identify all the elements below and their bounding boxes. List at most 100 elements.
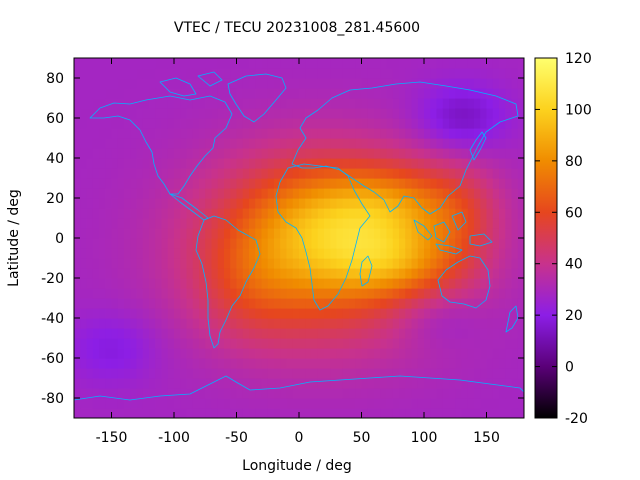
heatmap-cell	[417, 278, 425, 289]
heatmap-cell	[136, 308, 144, 319]
heatmap-cell	[186, 168, 194, 179]
heatmap-cell	[374, 58, 381, 69]
heatmap-cell	[355, 378, 363, 389]
heatmap-cell	[367, 338, 375, 349]
heatmap-cell	[405, 388, 413, 399]
heatmap-cell	[486, 238, 494, 249]
heatmap-cell	[486, 88, 494, 99]
heatmap-cell	[161, 168, 169, 179]
heatmap-cell	[161, 308, 169, 319]
y-tick-label: 60	[46, 111, 64, 127]
heatmap-cell	[436, 248, 444, 259]
heatmap-cell	[349, 298, 356, 309]
heatmap-cell	[99, 238, 106, 249]
heatmap-cell	[105, 198, 113, 209]
heatmap-cell	[186, 238, 194, 249]
heatmap-cell	[367, 328, 375, 339]
heatmap-cell	[74, 88, 81, 99]
heatmap-cell	[236, 218, 244, 229]
heatmap-cell	[386, 198, 394, 209]
heatmap-cell	[92, 308, 100, 319]
heatmap-cell	[324, 308, 331, 319]
heatmap-cell	[455, 88, 463, 99]
heatmap-cell	[86, 68, 94, 79]
heatmap-cell	[505, 68, 513, 79]
heatmap-cell	[417, 98, 425, 109]
heatmap-cell	[80, 108, 88, 119]
heatmap-cell	[449, 278, 456, 289]
heatmap-cell	[217, 68, 225, 79]
heatmap-cell	[105, 88, 113, 99]
heatmap-cell	[255, 288, 263, 299]
heatmap-cell	[117, 128, 125, 139]
heatmap-cell	[267, 268, 275, 279]
heatmap-cell	[430, 318, 438, 329]
heatmap-cell	[486, 318, 494, 329]
heatmap-cell	[242, 348, 250, 359]
heatmap-cell	[511, 168, 519, 179]
heatmap-cell	[217, 168, 225, 179]
heatmap-cell	[430, 378, 438, 389]
heatmap-cell	[149, 258, 156, 269]
heatmap-cell	[386, 238, 394, 249]
heatmap-cell	[255, 88, 263, 99]
heatmap-cell	[324, 198, 331, 209]
heatmap-cell	[336, 298, 344, 309]
heatmap-cell	[386, 278, 394, 289]
heatmap-cell	[274, 118, 281, 129]
heatmap-cell	[192, 168, 200, 179]
heatmap-cell	[392, 108, 400, 119]
heatmap-cell	[111, 248, 119, 259]
heatmap-cell	[92, 208, 100, 219]
heatmap-cell	[149, 308, 156, 319]
heatmap-cell	[74, 328, 81, 339]
heatmap-cell	[261, 218, 269, 229]
heatmap-cell	[149, 408, 156, 418]
heatmap-cell	[205, 298, 213, 309]
heatmap-cell	[392, 288, 400, 299]
heatmap-cell	[142, 398, 150, 409]
heatmap-cell	[167, 168, 175, 179]
heatmap-cell	[174, 218, 181, 229]
heatmap-cell	[111, 198, 119, 209]
heatmap-cell	[461, 228, 469, 239]
coastline-africa	[275, 163, 371, 311]
heatmap-cell	[355, 358, 363, 369]
heatmap-cell	[205, 58, 213, 69]
heatmap-cell	[342, 338, 350, 349]
heatmap-cell	[192, 98, 200, 109]
heatmap-cell	[267, 58, 275, 69]
heatmap-cell	[292, 298, 300, 309]
heatmap-cell	[249, 228, 256, 239]
heatmap-cell	[174, 358, 181, 369]
heatmap-cell	[399, 188, 406, 199]
heatmap-cell	[342, 268, 350, 279]
heatmap-cell	[130, 368, 138, 379]
heatmap-cell	[336, 58, 344, 69]
heatmap-cell	[99, 218, 106, 229]
heatmap-cell	[499, 168, 506, 179]
heatmap-cell	[455, 98, 463, 109]
heatmap-cell	[424, 138, 431, 149]
heatmap-cell	[130, 408, 138, 418]
chart-title: VTEC / TECU 20231008_281.45600	[174, 20, 420, 36]
heatmap-cell	[186, 378, 194, 389]
heatmap-cell	[186, 58, 194, 69]
heatmap-cell	[499, 278, 506, 289]
heatmap-cell	[399, 358, 406, 369]
heatmap-cell	[399, 218, 406, 229]
heatmap-cell	[505, 188, 513, 199]
heatmap-cell	[361, 168, 369, 179]
heatmap-cell	[399, 68, 406, 79]
heatmap-cell	[199, 248, 206, 259]
heatmap-cell	[92, 128, 100, 139]
heatmap-cell	[124, 318, 131, 329]
heatmap-cell	[399, 108, 406, 119]
heatmap-cell	[449, 318, 456, 329]
heatmap-cell	[205, 258, 213, 269]
heatmap-cell	[305, 58, 313, 69]
heatmap-cell	[486, 138, 494, 149]
heatmap-cell	[386, 308, 394, 319]
heatmap-cell	[149, 268, 156, 279]
